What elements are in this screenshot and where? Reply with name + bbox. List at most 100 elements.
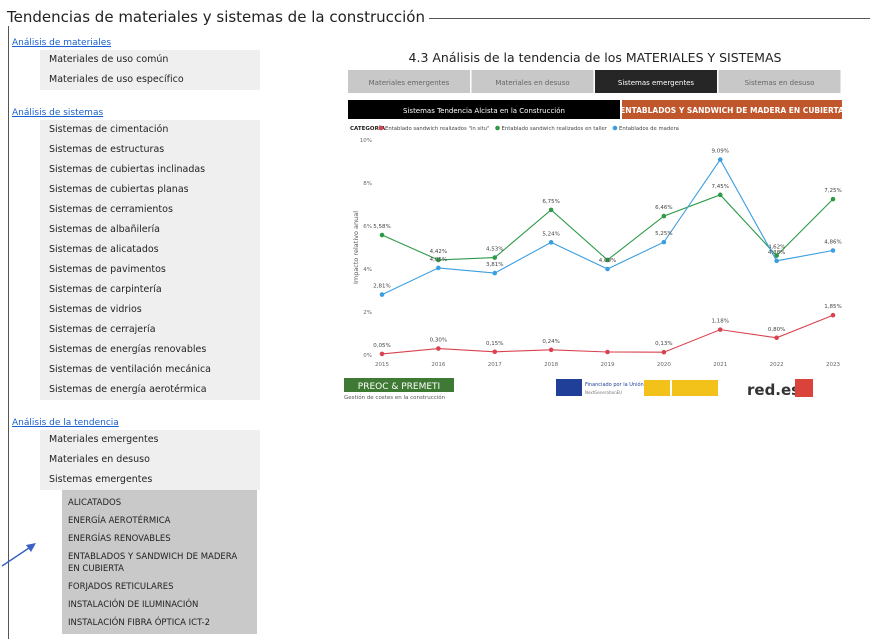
legend-title: CATEGORÍA — [350, 124, 386, 132]
data-label: 4,86% — [824, 240, 841, 246]
data-point — [830, 196, 836, 202]
banner-label: Sistemas Tendencia Alcista en la Constru… — [403, 107, 565, 115]
dashboard-title: 4.3 Análisis de la tendencia de los MATE… — [409, 50, 782, 65]
tab-label: Materiales en desuso — [495, 79, 569, 87]
y-axis-label: Impacto relativo anual — [352, 211, 360, 284]
submenu-item[interactable]: ENERGÍAS RENOVABLES — [68, 534, 171, 544]
data-point — [436, 346, 441, 351]
menu-item[interactable]: Sistemas de energía aerotérmica — [40, 380, 260, 400]
data-label: 4,42% — [430, 249, 447, 255]
submenu-item[interactable]: INSTALACIÓN FIBRA ÓPTICA ICT-2 — [68, 618, 210, 628]
menu-item[interactable]: Sistemas de cubiertas inclinadas — [40, 160, 260, 180]
data-point — [548, 207, 554, 213]
data-label: 4,53% — [486, 247, 503, 253]
data-label: 2,81% — [373, 284, 390, 290]
legend-swatch — [495, 125, 500, 131]
menu-item[interactable]: Sistemas de cubiertas planas — [40, 180, 260, 200]
tab — [595, 70, 717, 93]
data-point — [661, 349, 667, 355]
data-point — [774, 258, 779, 264]
data-point — [379, 232, 385, 238]
data-label: 5,58% — [373, 224, 390, 230]
data-point — [774, 335, 779, 341]
x-tick-label: 2020 — [657, 362, 671, 368]
section-link[interactable]: Análisis de la tendencia — [12, 418, 119, 428]
x-tick-label: 2018 — [544, 362, 558, 368]
page-title: Tendencias de materiales y sistemas de l… — [5, 8, 429, 26]
menu-item[interactable]: Sistemas de cimentación — [40, 120, 260, 140]
tab — [471, 70, 594, 93]
submenu-item[interactable]: ENTABLADOS Y SANDWICH DE MADERA EN CUBIE… — [68, 552, 238, 574]
legend-label: Entablados de madera — [619, 126, 679, 132]
x-tick-label: 2019 — [601, 362, 615, 368]
y-tick-label: 8% — [363, 181, 372, 187]
menu-item[interactable]: Sistemas de albañilería — [40, 220, 260, 240]
submenu-item[interactable]: FORJADOS RETICULARES — [68, 582, 174, 592]
y-tick-label: 10% — [360, 138, 372, 144]
data-point — [605, 257, 610, 263]
x-tick-label: 2023 — [826, 362, 840, 368]
data-point — [436, 265, 441, 271]
y-tick-label: 2% — [363, 310, 372, 316]
series-line — [381, 314, 834, 355]
preoc-sub: Gestión de costes en la construcción — [344, 394, 446, 401]
x-tick-label: 2021 — [713, 362, 727, 368]
data-label: 0,15% — [486, 341, 503, 347]
legend-swatch — [378, 125, 384, 131]
menu-item[interactable]: Materiales de uso común — [40, 50, 260, 70]
submenu-item[interactable]: ENERGÍA AEROTÉRMICA — [68, 516, 171, 526]
y-tick-label: 0% — [363, 353, 372, 359]
data-point — [492, 270, 498, 276]
data-label: 7,45% — [712, 184, 729, 190]
data-label: 1,18% — [712, 319, 729, 325]
x-tick-label: 2015 — [375, 362, 389, 368]
data-point — [379, 351, 385, 357]
data-label: 6,75% — [542, 199, 559, 205]
tab-label: Sistemas emergentes — [618, 79, 694, 87]
data-label: 6,46% — [655, 205, 672, 211]
data-label: 9,09% — [712, 149, 729, 155]
data-point — [717, 192, 723, 198]
legend-label: Entablado sandwich realizados en taller — [502, 126, 608, 132]
data-point — [436, 257, 441, 263]
x-tick-label: 2017 — [488, 362, 502, 368]
menu-item[interactable]: Sistemas de cerramientos — [40, 200, 260, 220]
menu-item[interactable]: Sistemas de cerrajería — [40, 320, 260, 340]
menu-item[interactable]: Sistemas de estructuras — [40, 140, 260, 160]
prtr-logo — [795, 379, 813, 397]
data-label: 0,05% — [373, 343, 390, 349]
submenu-item[interactable]: ALICATADOS — [68, 498, 122, 508]
data-point — [492, 255, 498, 260]
legend-label: Entablado sandwich realizados "in situ" — [385, 126, 490, 132]
menu-item[interactable]: Sistemas de pavimentos — [40, 260, 260, 280]
redes-logo: red.es — [747, 381, 800, 399]
menu-item[interactable]: Sistemas de ventilación mecánica — [40, 360, 260, 380]
data-point — [492, 349, 498, 355]
section-link[interactable]: Análisis de materiales — [12, 38, 112, 48]
tab — [718, 70, 841, 93]
menu-item[interactable]: Sistemas emergentes — [40, 470, 260, 490]
data-point — [661, 239, 667, 245]
preoc-logo — [344, 378, 454, 392]
series-line — [381, 194, 834, 261]
data-label: 4,05% — [430, 257, 447, 263]
page: Tendencias de materiales y sistemas de l… — [1, 8, 870, 639]
menu-item[interactable]: Sistemas de carpintería — [40, 280, 260, 300]
banner — [622, 100, 842, 119]
data-point — [717, 157, 723, 162]
submenu-item[interactable]: INSTALACIÓN DE ILUMINACIÓN — [68, 600, 199, 610]
menu-item[interactable]: Materiales emergentes — [40, 430, 260, 450]
data-point — [830, 312, 836, 318]
eu-text: Financiado por la Unión Europea — [585, 381, 666, 388]
data-point — [379, 292, 385, 297]
data-label: 7,25% — [824, 188, 841, 194]
menu-item[interactable]: Materiales de uso específico — [40, 70, 260, 90]
menu-item[interactable]: Materiales en desuso — [40, 450, 260, 470]
menu-item[interactable]: Sistemas de vidrios — [40, 300, 260, 320]
preoc-text: PREOC & PREMETI — [358, 382, 440, 392]
menu-item[interactable]: Sistemas de alicatados — [40, 240, 260, 260]
data-point — [605, 349, 610, 355]
section-link[interactable]: Análisis de sistemas — [12, 108, 104, 118]
menu-item[interactable]: Sistemas de energías renovables — [40, 340, 260, 360]
data-point — [717, 327, 723, 332]
